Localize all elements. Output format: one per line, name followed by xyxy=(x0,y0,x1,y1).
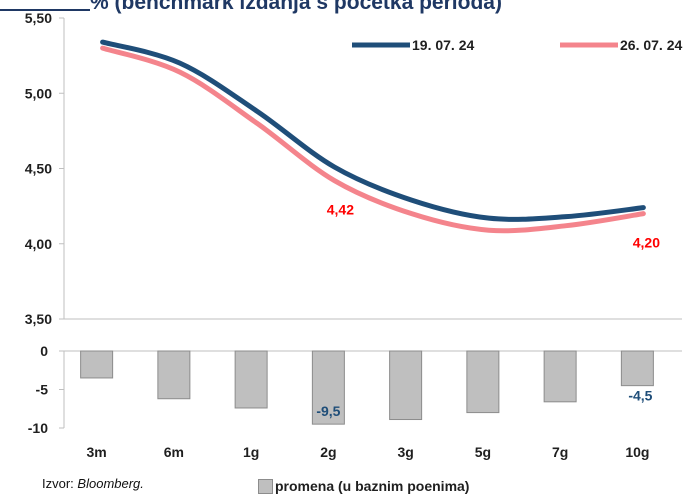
category-label: 6m xyxy=(164,444,184,460)
bar xyxy=(543,350,577,403)
source-label: Izvor: xyxy=(42,476,74,491)
bar-y-tick-label: -10 xyxy=(28,420,48,436)
line-y-tick-label: 4,00 xyxy=(25,236,52,252)
bar xyxy=(234,350,268,409)
bar-y-tick-label: -5 xyxy=(36,382,49,398)
bar xyxy=(311,350,345,425)
category-label: 10g xyxy=(625,444,649,460)
category-label: 5g xyxy=(475,444,491,460)
chart-title-fragment: % (benchmark izdanja s početka perioda) xyxy=(90,0,502,14)
source-note: Izvor: Bloomberg. xyxy=(42,476,144,491)
bar xyxy=(157,350,191,400)
bar-data-label: -4,5 xyxy=(628,388,652,404)
category-label: 3m xyxy=(87,444,107,460)
line-y-tick-label: 4,50 xyxy=(25,161,52,177)
bar xyxy=(620,350,654,387)
legend-label-1: 19. 07. 24 xyxy=(412,37,474,53)
bar xyxy=(80,350,114,379)
bar-legend-label: promena (u baznim poenima) xyxy=(275,478,470,494)
series-line-2 xyxy=(100,45,646,234)
source-name: Bloomberg. xyxy=(77,476,144,491)
bar-data-label: -9,5 xyxy=(316,403,340,419)
bar-chart-panel: -10 -5 0 -9,5 -4,5 3m 6m 1g 2g 3g 5g 7g 10g xyxy=(28,343,682,460)
line-chart-panel: 3,50 4,00 4,50 5,00 5,50 4,42 4,20 xyxy=(25,10,682,327)
line-data-label: 4,20 xyxy=(633,235,660,251)
category-label: 3g xyxy=(397,444,413,460)
line-y-tick-label: 5,50 xyxy=(25,10,52,26)
legend-label-2: 26. 07. 24 xyxy=(620,37,682,53)
bar-y-tick-label: 0 xyxy=(40,343,48,359)
bar-legend: promena (u baznim poenima) xyxy=(258,478,469,494)
line-data-label: 4,42 xyxy=(327,202,354,218)
bar xyxy=(389,350,423,421)
line-y-tick-label: 5,00 xyxy=(25,85,52,101)
line-legend: 19. 07. 24 26. 07. 24 xyxy=(352,37,682,53)
bar-legend-swatch xyxy=(258,478,273,494)
series-line-1 xyxy=(100,39,646,222)
bar xyxy=(466,350,500,414)
category-label: 2g xyxy=(320,444,336,460)
category-label: 7g xyxy=(552,444,568,460)
category-label: 1g xyxy=(243,444,259,460)
line-y-tick-label: 3,50 xyxy=(25,311,52,327)
